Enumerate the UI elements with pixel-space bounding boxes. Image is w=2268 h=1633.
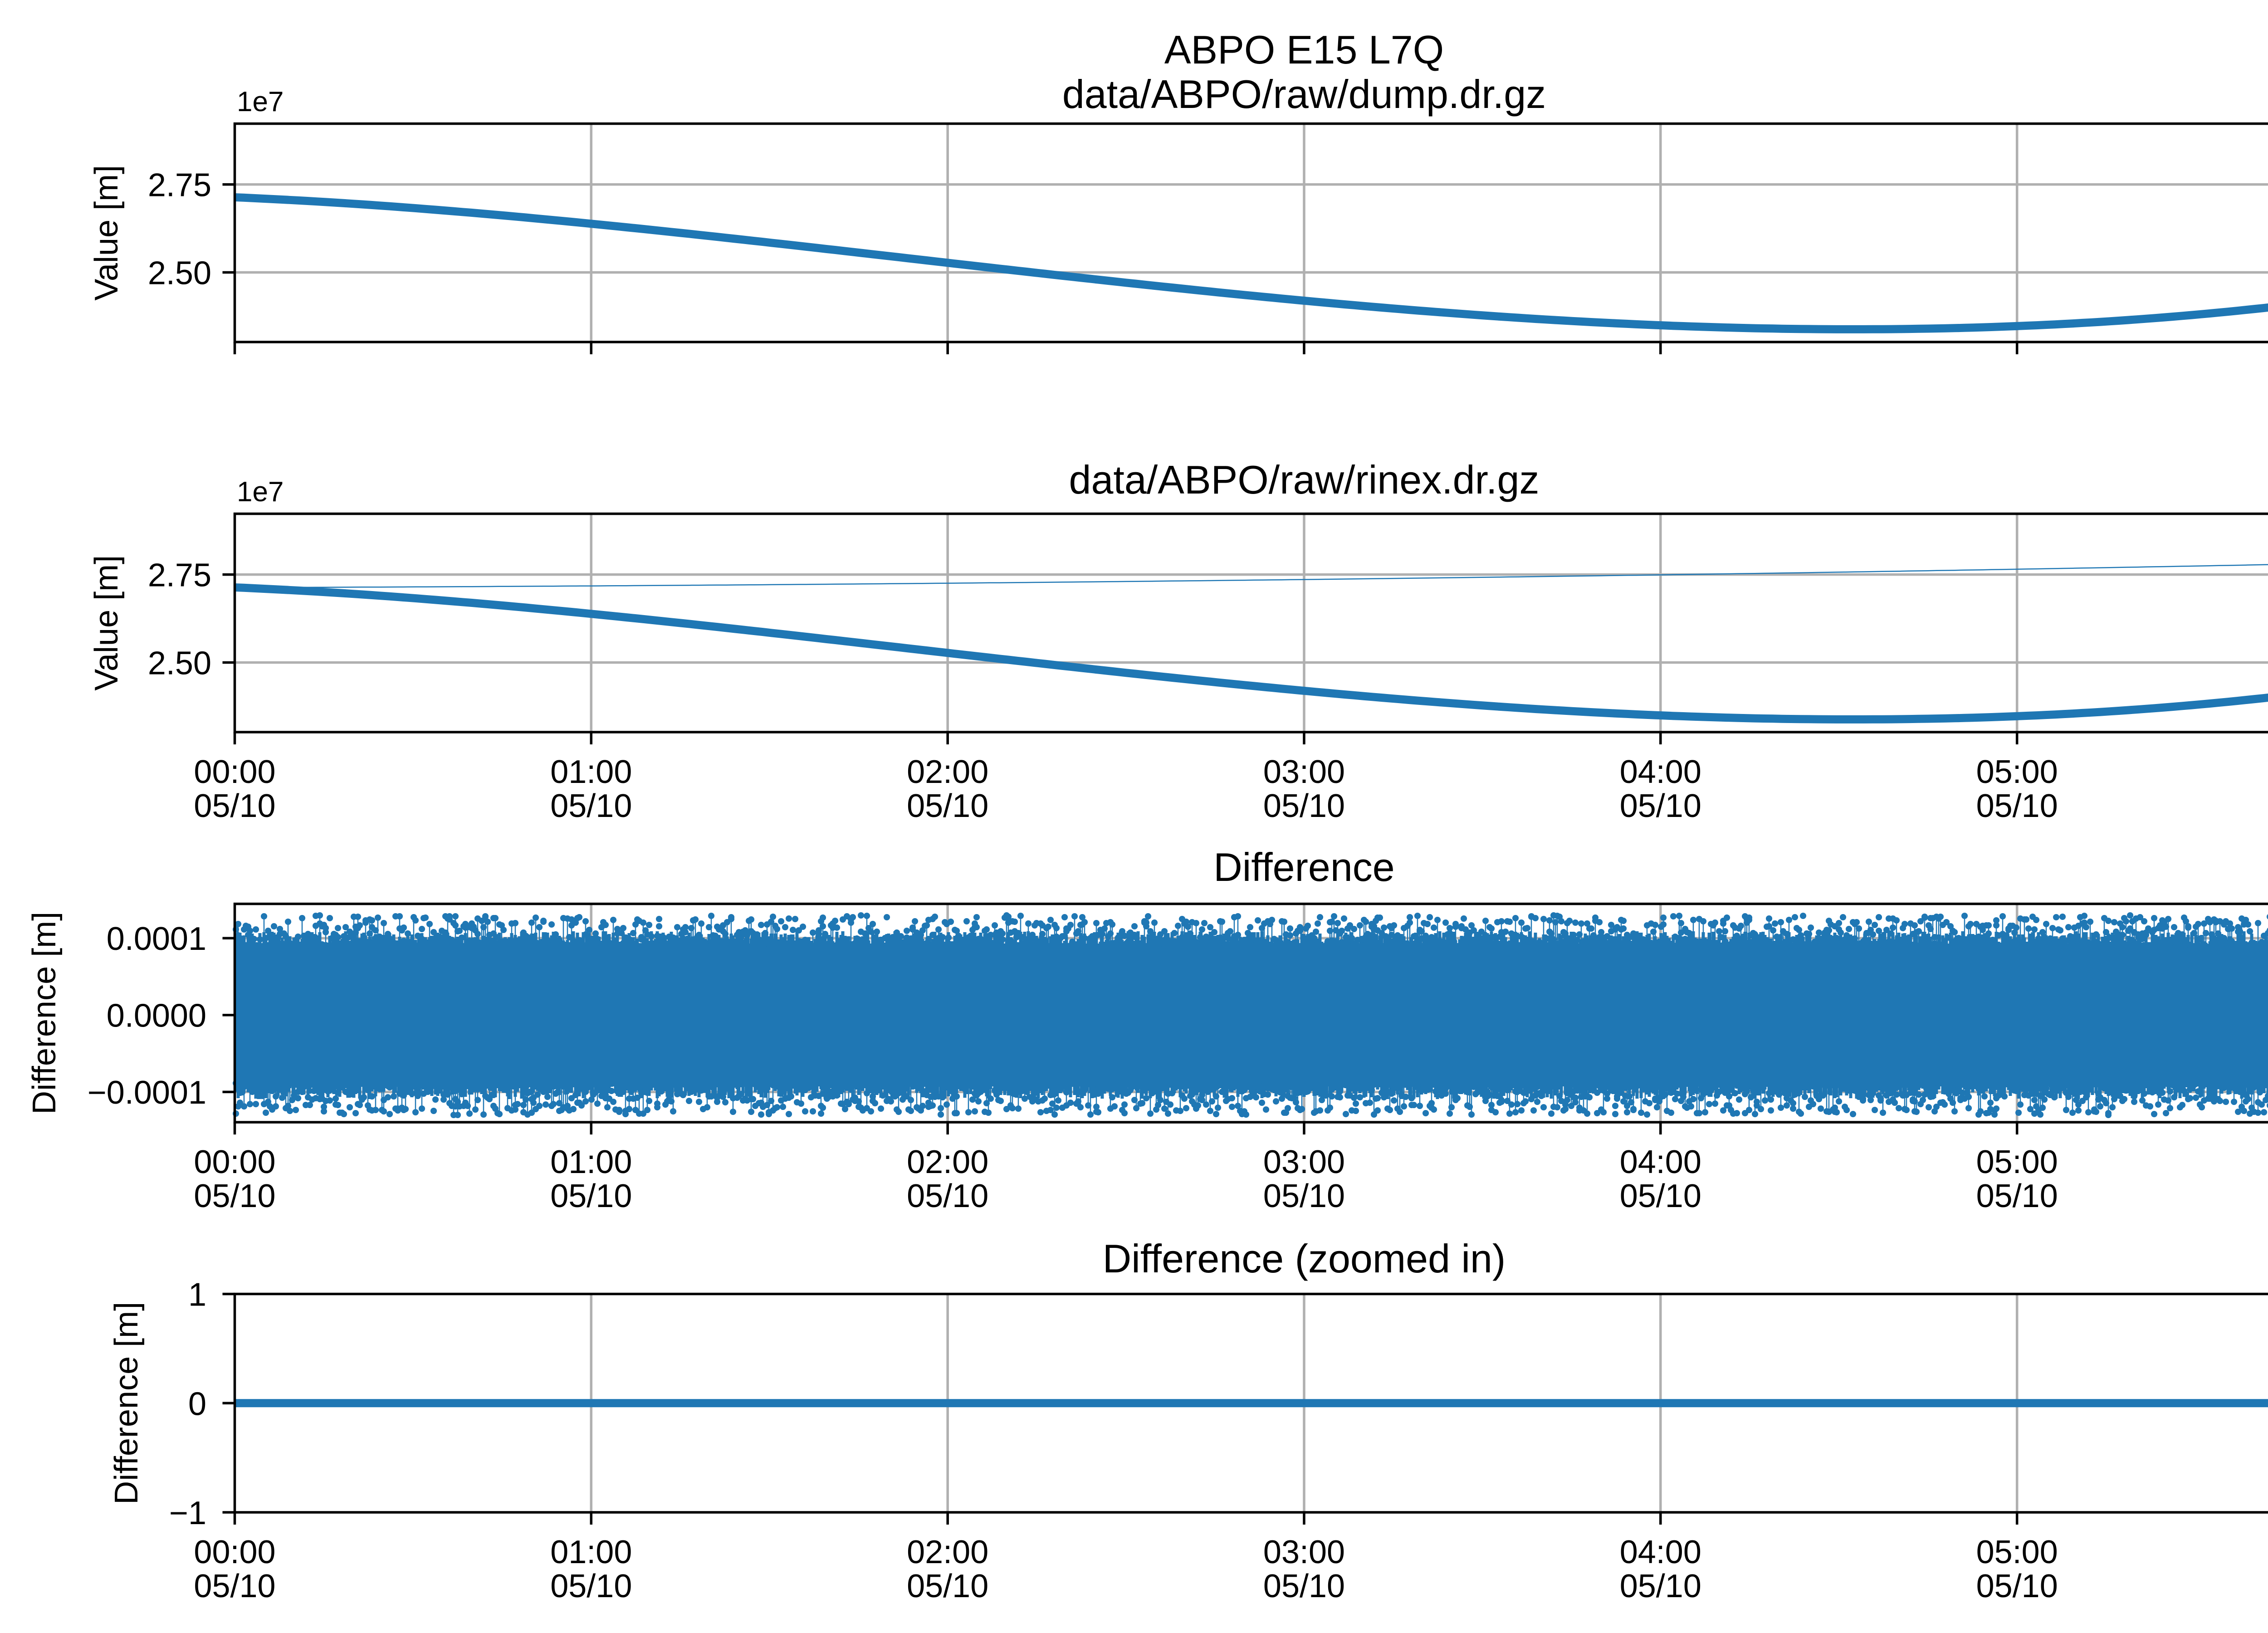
svg-text:01:00: 01:00: [550, 754, 632, 790]
svg-text:03:00: 03:00: [1263, 1144, 1345, 1180]
svg-text:00:00: 00:00: [194, 754, 275, 790]
svg-text:Value [m]: Value [m]: [88, 165, 125, 301]
svg-text:05:00: 05:00: [1976, 1534, 2058, 1570]
svg-text:02:00: 02:00: [907, 754, 988, 790]
svg-text:00:00: 00:00: [194, 1534, 275, 1570]
svg-text:Value [m]: Value [m]: [88, 555, 125, 691]
svg-text:05/10: 05/10: [1620, 1178, 1701, 1214]
svg-text:Difference [m]: Difference [m]: [26, 912, 63, 1115]
svg-text:01:00: 01:00: [550, 1144, 632, 1180]
svg-text:05/10: 05/10: [1976, 1178, 2058, 1214]
svg-text:05/10: 05/10: [194, 788, 275, 824]
svg-text:05/10: 05/10: [1620, 788, 1701, 824]
svg-text:05/10: 05/10: [907, 1178, 988, 1214]
svg-text:1e7: 1e7: [237, 86, 284, 117]
svg-text:05/10: 05/10: [1976, 1568, 2058, 1604]
svg-text:data/ABPO/raw/dump.dr.gz: data/ABPO/raw/dump.dr.gz: [1062, 72, 1546, 117]
svg-text:05/10: 05/10: [550, 788, 632, 824]
svg-text:04:00: 04:00: [1620, 754, 1701, 790]
svg-text:2.50: 2.50: [148, 645, 211, 682]
svg-text:05/10: 05/10: [1263, 1568, 1345, 1604]
svg-text:2.75: 2.75: [148, 167, 211, 204]
svg-text:0.0001: 0.0001: [107, 921, 206, 957]
svg-text:04:00: 04:00: [1620, 1534, 1701, 1570]
svg-text:Difference [m]: Difference [m]: [108, 1302, 145, 1505]
svg-text:05/10: 05/10: [1976, 788, 2058, 824]
svg-text:−1: −1: [169, 1495, 206, 1531]
svg-text:05/10: 05/10: [550, 1568, 632, 1604]
svg-text:05/10: 05/10: [907, 788, 988, 824]
svg-text:2.75: 2.75: [148, 557, 211, 594]
svg-text:2.50: 2.50: [148, 255, 211, 292]
svg-text:04:00: 04:00: [1620, 1144, 1701, 1180]
svg-text:05/10: 05/10: [194, 1178, 275, 1214]
svg-text:−0.0001: −0.0001: [88, 1075, 206, 1111]
svg-text:05/10: 05/10: [1263, 1178, 1345, 1214]
svg-text:Difference (zoomed in): Difference (zoomed in): [1103, 1236, 1506, 1281]
svg-text:1: 1: [188, 1277, 206, 1313]
svg-text:0.0000: 0.0000: [107, 998, 206, 1034]
svg-text:05/10: 05/10: [1263, 788, 1345, 824]
svg-text:01:00: 01:00: [550, 1534, 632, 1570]
svg-text:05/10: 05/10: [194, 1568, 275, 1604]
svg-text:00:00: 00:00: [194, 1144, 275, 1180]
svg-text:03:00: 03:00: [1263, 1534, 1345, 1570]
svg-text:0: 0: [188, 1386, 206, 1422]
svg-text:Difference: Difference: [1213, 845, 1394, 890]
svg-text:05/10: 05/10: [907, 1568, 988, 1604]
svg-text:02:00: 02:00: [907, 1534, 988, 1570]
svg-text:1e7: 1e7: [237, 476, 284, 508]
svg-text:05:00: 05:00: [1976, 754, 2058, 790]
svg-text:02:00: 02:00: [907, 1144, 988, 1180]
svg-text:05/10: 05/10: [550, 1178, 632, 1214]
svg-text:ABPO E15 L7Q: ABPO E15 L7Q: [1164, 27, 1444, 72]
svg-text:03:00: 03:00: [1263, 754, 1345, 790]
svg-text:05/10: 05/10: [1620, 1568, 1701, 1604]
svg-text:05:00: 05:00: [1976, 1144, 2058, 1180]
svg-text:data/ABPO/raw/rinex.dr.gz: data/ABPO/raw/rinex.dr.gz: [1069, 457, 1540, 502]
